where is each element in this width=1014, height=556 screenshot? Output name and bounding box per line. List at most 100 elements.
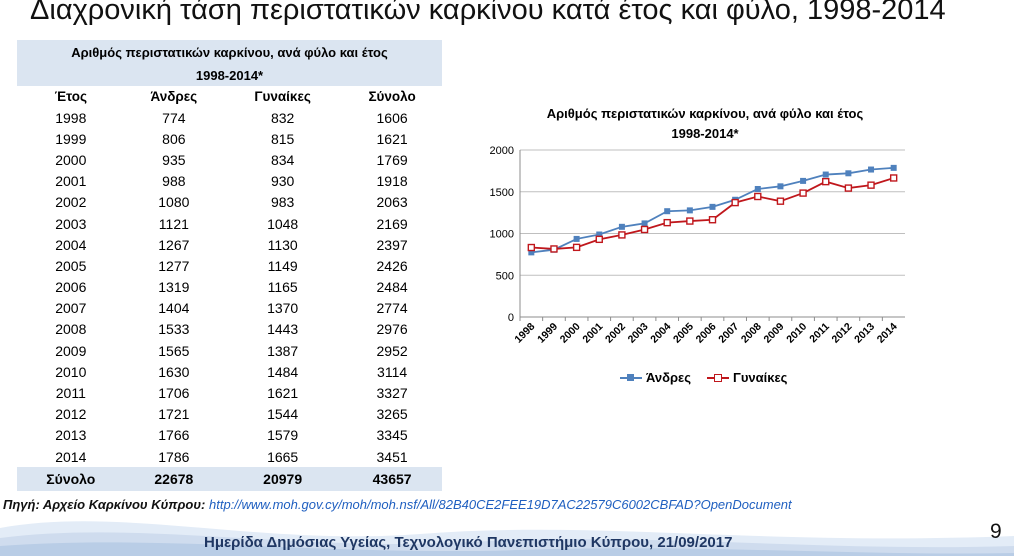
- cell-men: 1766: [158, 427, 190, 444]
- cell-total: 2952: [376, 342, 408, 359]
- data-point-women: [754, 192, 762, 201]
- cell-total: 3265: [376, 406, 408, 423]
- cell-total: 3451: [376, 448, 408, 465]
- cell-year: 2006: [55, 279, 87, 296]
- cell-men: 1630: [158, 363, 190, 380]
- cancer-cases-table: Αριθμός περιστατικών καρκίνου, ανά φύλο …: [17, 40, 442, 492]
- table-row: 1998 774 832 1606: [17, 107, 442, 128]
- source-link[interactable]: http://www.moh.gov.cy/moh/moh.nsf/All/82…: [209, 497, 792, 512]
- data-point-women: [595, 235, 603, 244]
- data-point-women: [527, 243, 536, 252]
- cell-women: 1579: [267, 427, 299, 444]
- x-tick-label: 2009: [762, 321, 787, 346]
- cell-women: 1387: [267, 342, 299, 359]
- cell-total: 2397: [376, 236, 408, 253]
- cell-total: 1621: [376, 130, 408, 147]
- cell-men: 1706: [158, 385, 190, 402]
- cell-year: 2010: [55, 363, 87, 380]
- chart-title-line2: 1998-2014*: [671, 126, 739, 141]
- cell-year: 2004: [55, 236, 87, 253]
- data-point-men: [528, 249, 535, 256]
- data-point-women: [686, 217, 694, 225]
- cell-men: 1721: [158, 406, 190, 423]
- y-tick-label: 0: [508, 312, 514, 324]
- data-point-women: [731, 198, 739, 207]
- cell-men: 1404: [158, 300, 190, 317]
- cell-year: 2000: [55, 151, 87, 168]
- total-year: Σύνολο: [17, 467, 125, 492]
- legend-label-women: Γυναίκες: [733, 370, 788, 385]
- chart-plot: 0500100015002000199819992000200120022003…: [490, 145, 905, 346]
- cell-men: 1080: [158, 194, 190, 211]
- cell-total: 2426: [376, 257, 408, 274]
- footer-event-text: Ημερίδα Δημόσιας Υγείας, Τεχνολογικό Παν…: [204, 534, 733, 551]
- cell-men: 1121: [158, 215, 189, 232]
- x-tick-label: 2010: [784, 321, 809, 346]
- x-tick-label: 1998: [512, 321, 537, 346]
- table-row: 2004 1267 1130 2397: [17, 234, 442, 255]
- legend-item-women: Γυναίκες: [707, 370, 787, 385]
- data-point-women: [889, 174, 898, 182]
- cell-women: 1130: [267, 236, 298, 253]
- table-row: 2014 1786 1665 3451: [17, 446, 442, 467]
- cell-women: 1370: [267, 300, 299, 317]
- cell-year: 2001: [55, 173, 87, 190]
- cell-men: 774: [162, 109, 186, 126]
- cell-total: 3327: [376, 385, 408, 402]
- cell-year: 2002: [55, 194, 87, 211]
- legend-swatch-women: [707, 373, 729, 383]
- cell-total: 1918: [376, 173, 408, 190]
- cell-women: 930: [270, 173, 295, 190]
- cell-women: 1149: [267, 257, 298, 274]
- data-point-men: [596, 231, 603, 238]
- data-point-men: [890, 164, 897, 171]
- cell-year: 2011: [55, 385, 86, 402]
- x-tick-label: 2002: [603, 321, 628, 346]
- slide-title: Διαχρονική τάση περιστατικών καρκίνου κα…: [30, 0, 946, 26]
- cell-year: 2012: [55, 406, 87, 423]
- data-point-women: [799, 189, 807, 197]
- data-point-men: [641, 220, 648, 227]
- cell-total: 2774: [376, 300, 408, 317]
- data-point-women: [572, 243, 581, 252]
- table-row: 2011 1706 1621 3327: [17, 382, 442, 403]
- y-tick-label: 500: [496, 270, 514, 282]
- table-total-row: Σύνολο 22678 20979 43657: [17, 467, 442, 492]
- data-point-men: [664, 208, 671, 215]
- x-tick-label: 2007: [716, 321, 741, 346]
- total-women: 20979: [223, 467, 343, 492]
- cell-women: 832: [270, 109, 295, 126]
- data-point-men: [709, 203, 716, 210]
- data-point-women: [663, 218, 671, 227]
- data-point-men: [868, 166, 875, 173]
- cell-year: 2009: [55, 342, 87, 359]
- cell-men: 988: [162, 173, 186, 190]
- header-men: Άνδρες: [124, 86, 224, 107]
- series-line-women: [531, 177, 894, 250]
- table-header-row: Έτος Άνδρες Γυναίκες Σύνολο: [17, 86, 442, 107]
- cell-year: 2005: [55, 257, 87, 274]
- x-tick-label: 2005: [671, 321, 696, 346]
- table-caption-line2: 1998-2014*: [17, 64, 442, 86]
- chart-title-line1: Αριθμός περιστατικών καρκίνου, ανά φύλο …: [546, 106, 864, 121]
- cell-year: 2014: [55, 448, 87, 465]
- x-tick-label: 2014: [875, 321, 900, 346]
- cell-total: 2976: [376, 321, 408, 338]
- x-tick-label: 2003: [626, 321, 651, 346]
- table-row: 2002 1080 983 2063: [17, 192, 442, 213]
- x-tick-label: 2013: [852, 321, 877, 346]
- table-row: 2012 1721 1544 3265: [17, 404, 442, 425]
- cell-total: 2169: [376, 215, 408, 232]
- cell-women: 834: [270, 151, 295, 168]
- x-tick-label: 1999: [535, 321, 560, 346]
- cell-year: 1998: [55, 109, 87, 126]
- cell-women: 815: [270, 130, 295, 147]
- table-row: 2009 1565 1387 2952: [17, 340, 442, 361]
- total-men: 22678: [124, 467, 224, 492]
- cell-total: 1606: [376, 109, 408, 126]
- cell-year: 2007: [55, 300, 87, 317]
- cell-women: 1621: [267, 385, 299, 402]
- table-row: 1999 806 815 1621: [17, 128, 442, 149]
- legend-swatch-men: [620, 373, 642, 383]
- data-point-women: [550, 245, 558, 253]
